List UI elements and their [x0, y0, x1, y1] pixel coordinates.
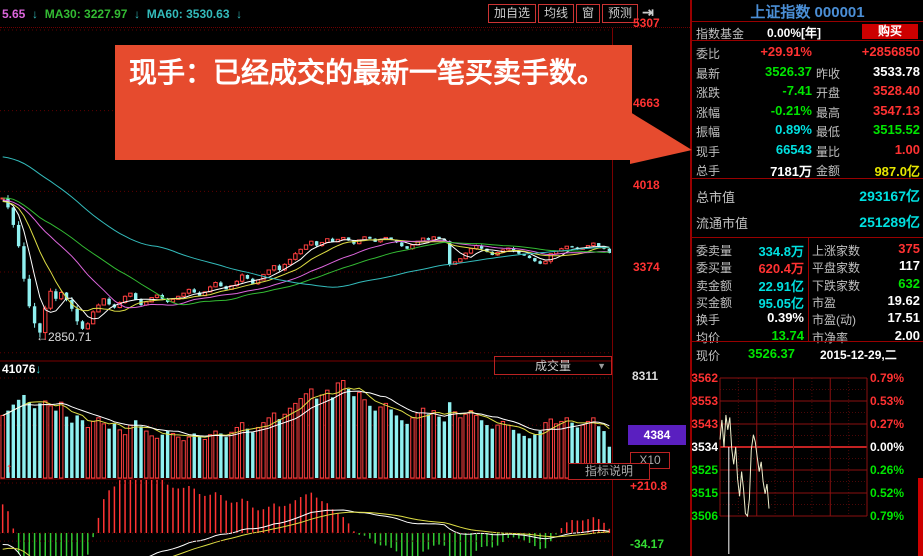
price-axis-label: 4018 [633, 178, 660, 192]
indicator-dropdown[interactable]: 成交量 ▼ [494, 356, 612, 375]
stock-title: 上证指数 000001 [750, 4, 865, 21]
detail-row-买金额: 买金额 95.05亿 市盈 19.62 [696, 292, 920, 311]
detail-row-委卖量: 委卖量 334.8万 上涨家数 375 [696, 241, 920, 259]
cap-row-总市值: 总市值 293167亿 [696, 188, 920, 205]
ma-label: 5.65 [2, 7, 29, 21]
quote-row-现手: 现手 66543 量比 1.00 [696, 141, 920, 159]
mini-axis-price-label: 3543 [692, 417, 718, 431]
price-axis-label: 3374 [633, 260, 660, 274]
volume-axis-top: 8311 [632, 369, 659, 383]
ma-indicator-labels: 5.65 ↓ MA30: 3227.97 ↓ MA60: 3530.63 ↓ [2, 7, 246, 21]
quote-row-振幅: 振幅 0.89% 最低 3515.52 [696, 122, 920, 139]
toolbar-button-预测[interactable]: 预测 [602, 4, 639, 23]
down-arrow-icon: ↓ [35, 362, 42, 376]
chart-right-border [612, 28, 613, 556]
mini-axis-price-label: 3534 [692, 440, 718, 454]
callout-annotation: 现手：已经成交的最新一笔买卖手数。 [115, 45, 632, 160]
date-label: 2015-12-29,二 [820, 348, 897, 362]
quote-panel: 上证指数 000001 指数基金 0.00%[年] 购买 委比 +29.91% +2… [690, 0, 923, 556]
mini-axis-pct-label: 0.26% [870, 463, 904, 477]
mini-axis-pct-label: 0.53% [870, 394, 904, 408]
scrollbar[interactable] [918, 478, 923, 556]
price-axis-label: 5307 [633, 16, 660, 30]
mini-axis-price-label: 3506 [692, 509, 718, 523]
mini-axis-pct-label: 0.52% [870, 486, 904, 500]
fund-label: 指数基金 [696, 27, 745, 41]
ma-label: ↓ [130, 7, 144, 21]
quote-row-涨跌: 涨跌 -7.41 开盘 3528.40 [696, 83, 920, 100]
main-chart-canvas[interactable] [0, 28, 612, 556]
indicator-help-button[interactable]: 指标说明 [568, 463, 650, 480]
quote-row-涨幅: 涨幅 -0.21% 最高 3547.13 [696, 102, 920, 120]
quote-row-委比: 委比 +29.91% +2856850 [696, 44, 920, 61]
mini-axis-pct-label: 0.79% [870, 509, 904, 523]
quote-row-最新: 最新 3526.37 昨收 3533.78 [696, 63, 920, 81]
mini-axis-price-label: 3562 [692, 371, 718, 385]
fund-value: 0.00%[年] [767, 26, 822, 40]
toolbar-button-加自选[interactable]: 加自选 [488, 4, 537, 23]
callout-arrow [630, 112, 692, 164]
detail-row-委买量: 委买量 620.4万 平盘家数 117 [696, 258, 920, 277]
ma-label: ↓ [28, 7, 42, 21]
low-price-annotation: ←2850.71 [36, 330, 92, 344]
mini-axis-pct-label: 0.27% [870, 417, 904, 431]
macd-axis-bottom: -34.17 [630, 537, 665, 551]
price-axis-label: 4663 [633, 96, 660, 110]
cap-row-流通市值: 流通市值 251289亿 [696, 214, 920, 231]
macd-axis-top: +210.8 [630, 479, 668, 493]
volume-corner-value: 41076↓ [2, 362, 42, 376]
current-price-value: 3526.37 [748, 346, 795, 361]
collapse-panel-icon[interactable]: ⇥ [642, 4, 654, 20]
toolbar-button-均线[interactable]: 均线 [538, 4, 575, 23]
buy-signal-arrow-icon: ↑ [6, 460, 13, 475]
fund-row: 指数基金 0.00%[年] 购买 [692, 22, 923, 41]
chevron-down-icon: ▼ [597, 361, 606, 371]
detail-row-换手: 换手 0.39% 市盈(动) 17.51 [696, 310, 920, 328]
ma-label: ↓ [232, 7, 246, 21]
current-price-row: 现价 3526.37 2015-12-29,二 [696, 346, 897, 363]
mini-axis-price-label: 3515 [692, 486, 718, 500]
top-bar: 5.65 ↓ MA30: 3227.97 ↓ MA60: 3530.63 ↓ 加… [0, 0, 923, 28]
chart-toolbar: 加自选 均线窗预测 ⇥ [488, 4, 654, 23]
detail-row-卖金额: 卖金额 22.91亿 下跌家数 632 [696, 275, 920, 294]
mini-axis-price-label: 3553 [692, 394, 718, 408]
mini-axis-pct-label: 0.79% [870, 371, 904, 385]
topbar-separator [0, 27, 690, 28]
ma-label: MA60: 3530.63 [143, 7, 233, 21]
quote-row-总手: 总手 7181万 金额 987.0亿 [696, 164, 920, 179]
volume-axis-mid-highlight: 4384 [628, 425, 686, 445]
ma-label: MA30: 3227.97 [41, 7, 131, 21]
intraday-mini-chart[interactable]: 3562 3553 3543 3534 3525 3515 3506 0.79% 0.53% 0.… [692, 368, 923, 556]
mini-axis-price-label: 3525 [692, 463, 718, 477]
toolbar-button-窗[interactable]: 窗 [576, 4, 601, 23]
buy-button[interactable]: 购买 [862, 24, 918, 39]
mini-axis-pct-label: 0.00% [870, 440, 904, 454]
